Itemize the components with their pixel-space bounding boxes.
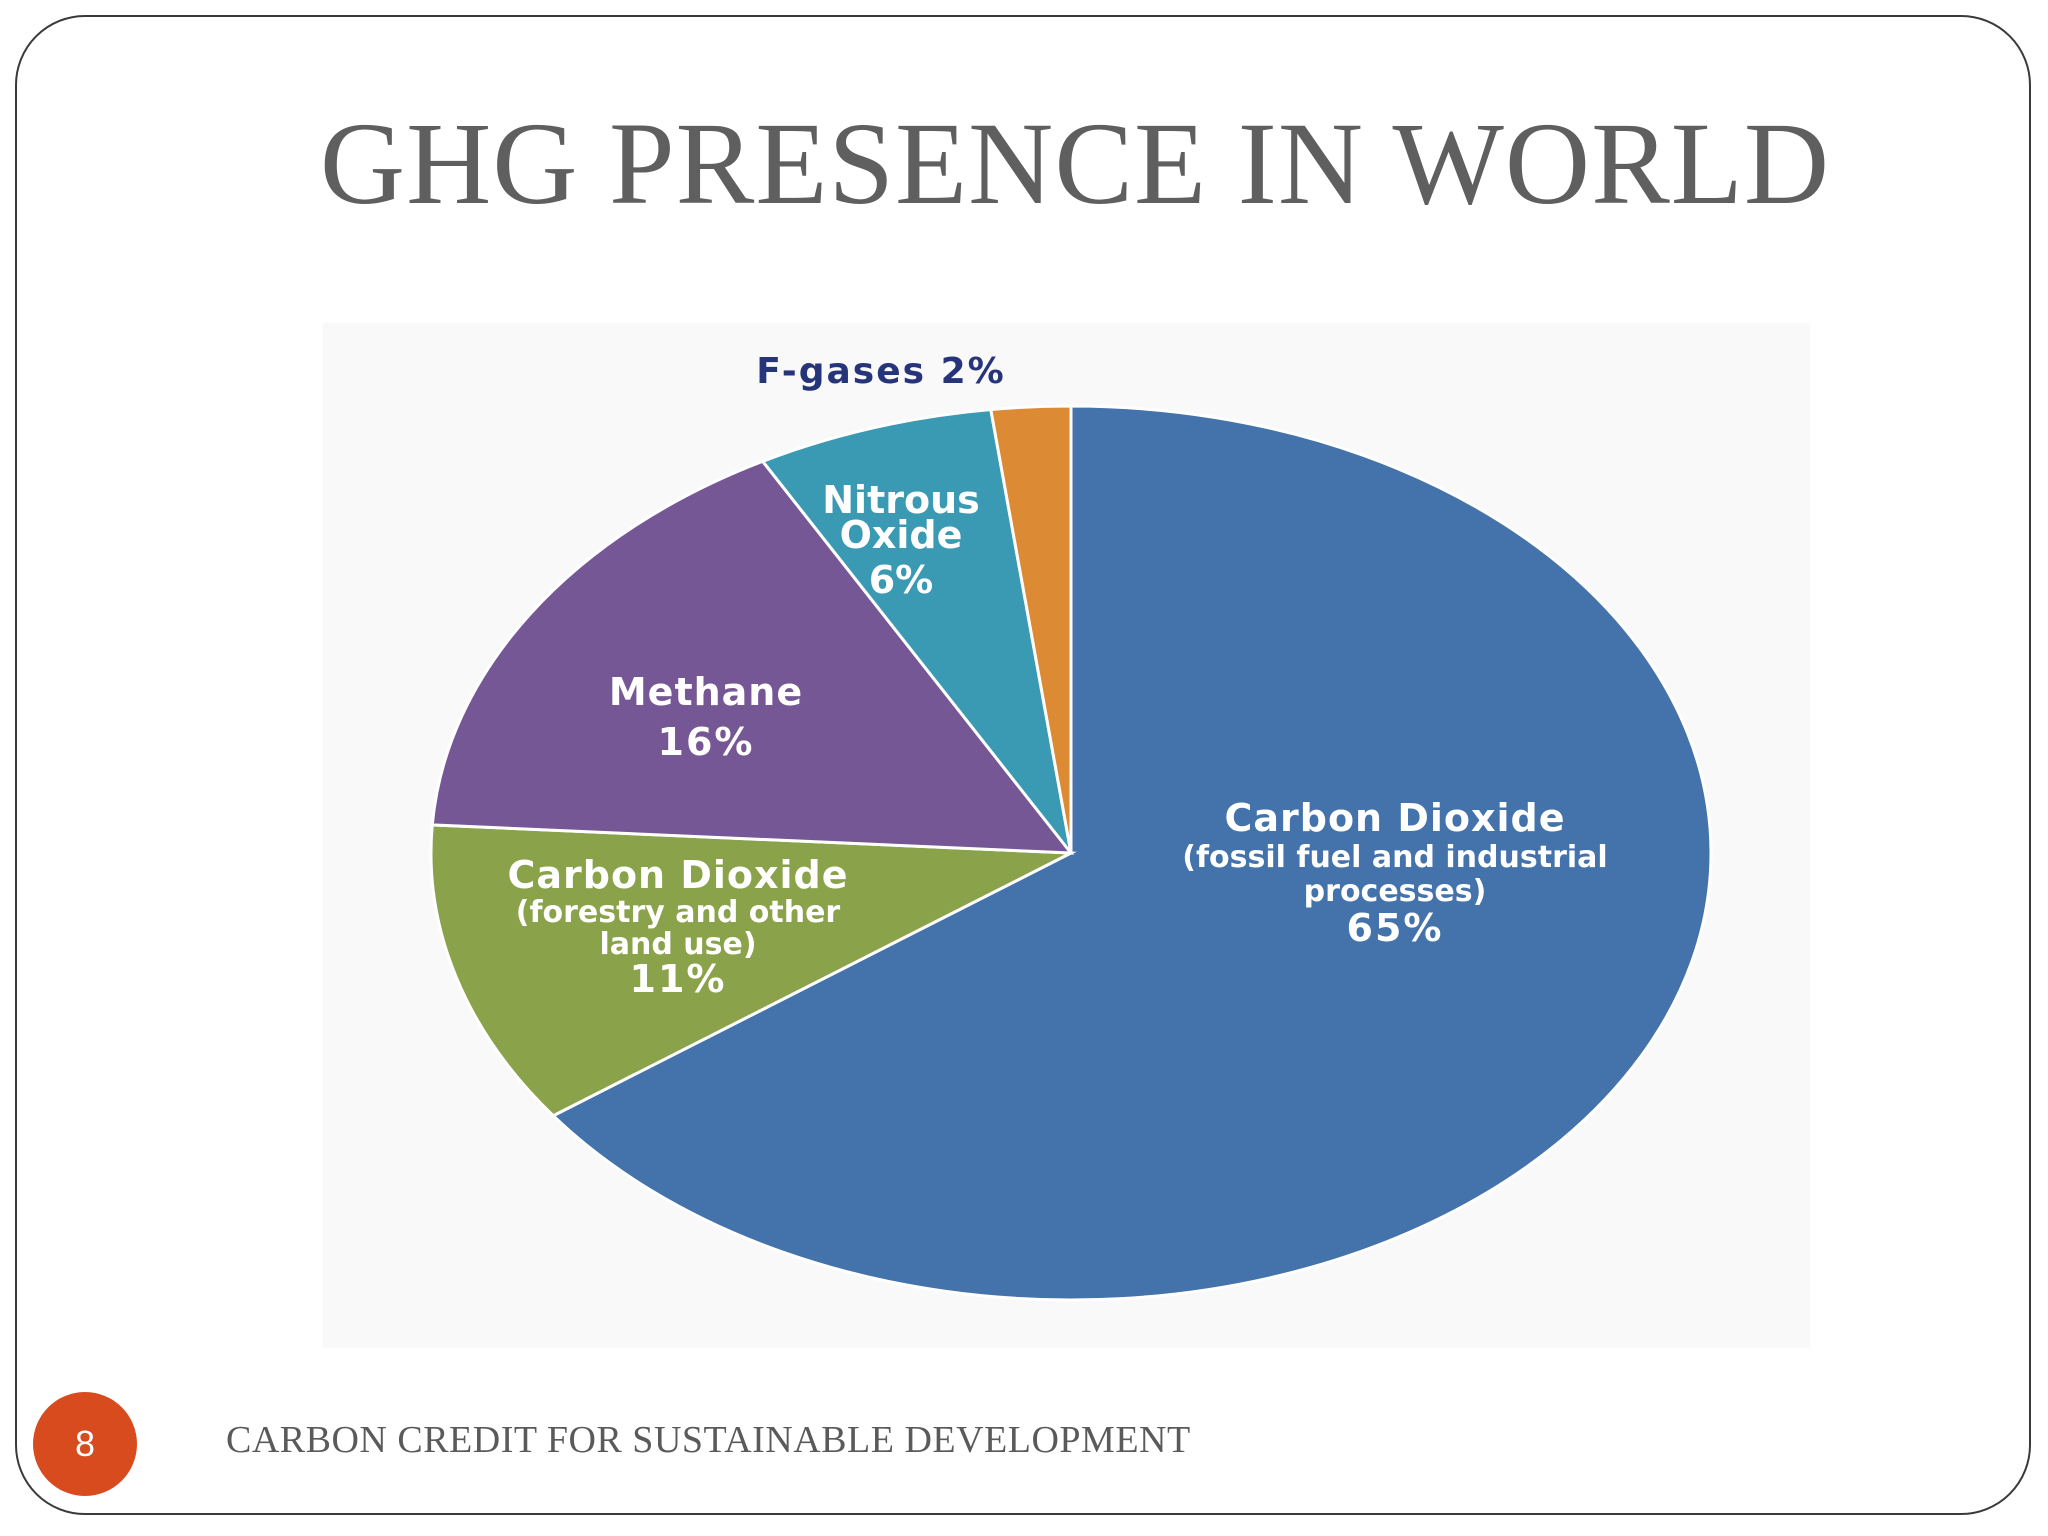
pie-slice-2 [430, 459, 1075, 855]
pie-slice-3 [760, 407, 1073, 854]
pie-chart: Carbon Dioxide (fossil fuel and industria… [429, 351, 1713, 1302]
pie-slice-0 [550, 404, 1713, 1302]
slice-label-3: Nitrous Oxide 6% [822, 478, 980, 602]
chart-panel: Carbon Dioxide (fossil fuel and industria… [323, 323, 1810, 1348]
pie-slice-4 [989, 404, 1073, 854]
pie-slice-1 [429, 823, 1077, 1118]
footer-text: CARBON CREDIT FOR SUSTAINABLE DEVELOPMEN… [226, 1419, 1191, 1461]
page-number-badge: 8 [33, 1392, 137, 1496]
slice-label-0: Carbon Dioxide (fossil fuel and industria… [1182, 796, 1607, 950]
slice-label-4: F-gases 2% [756, 351, 1005, 392]
slice-label-1: Carbon Dioxide (forestry and other land us… [507, 853, 848, 1001]
slice-label-2: Methane 16% [609, 670, 803, 764]
slide-title: GHG PRESENCE IN WORLD [319, 98, 1831, 229]
